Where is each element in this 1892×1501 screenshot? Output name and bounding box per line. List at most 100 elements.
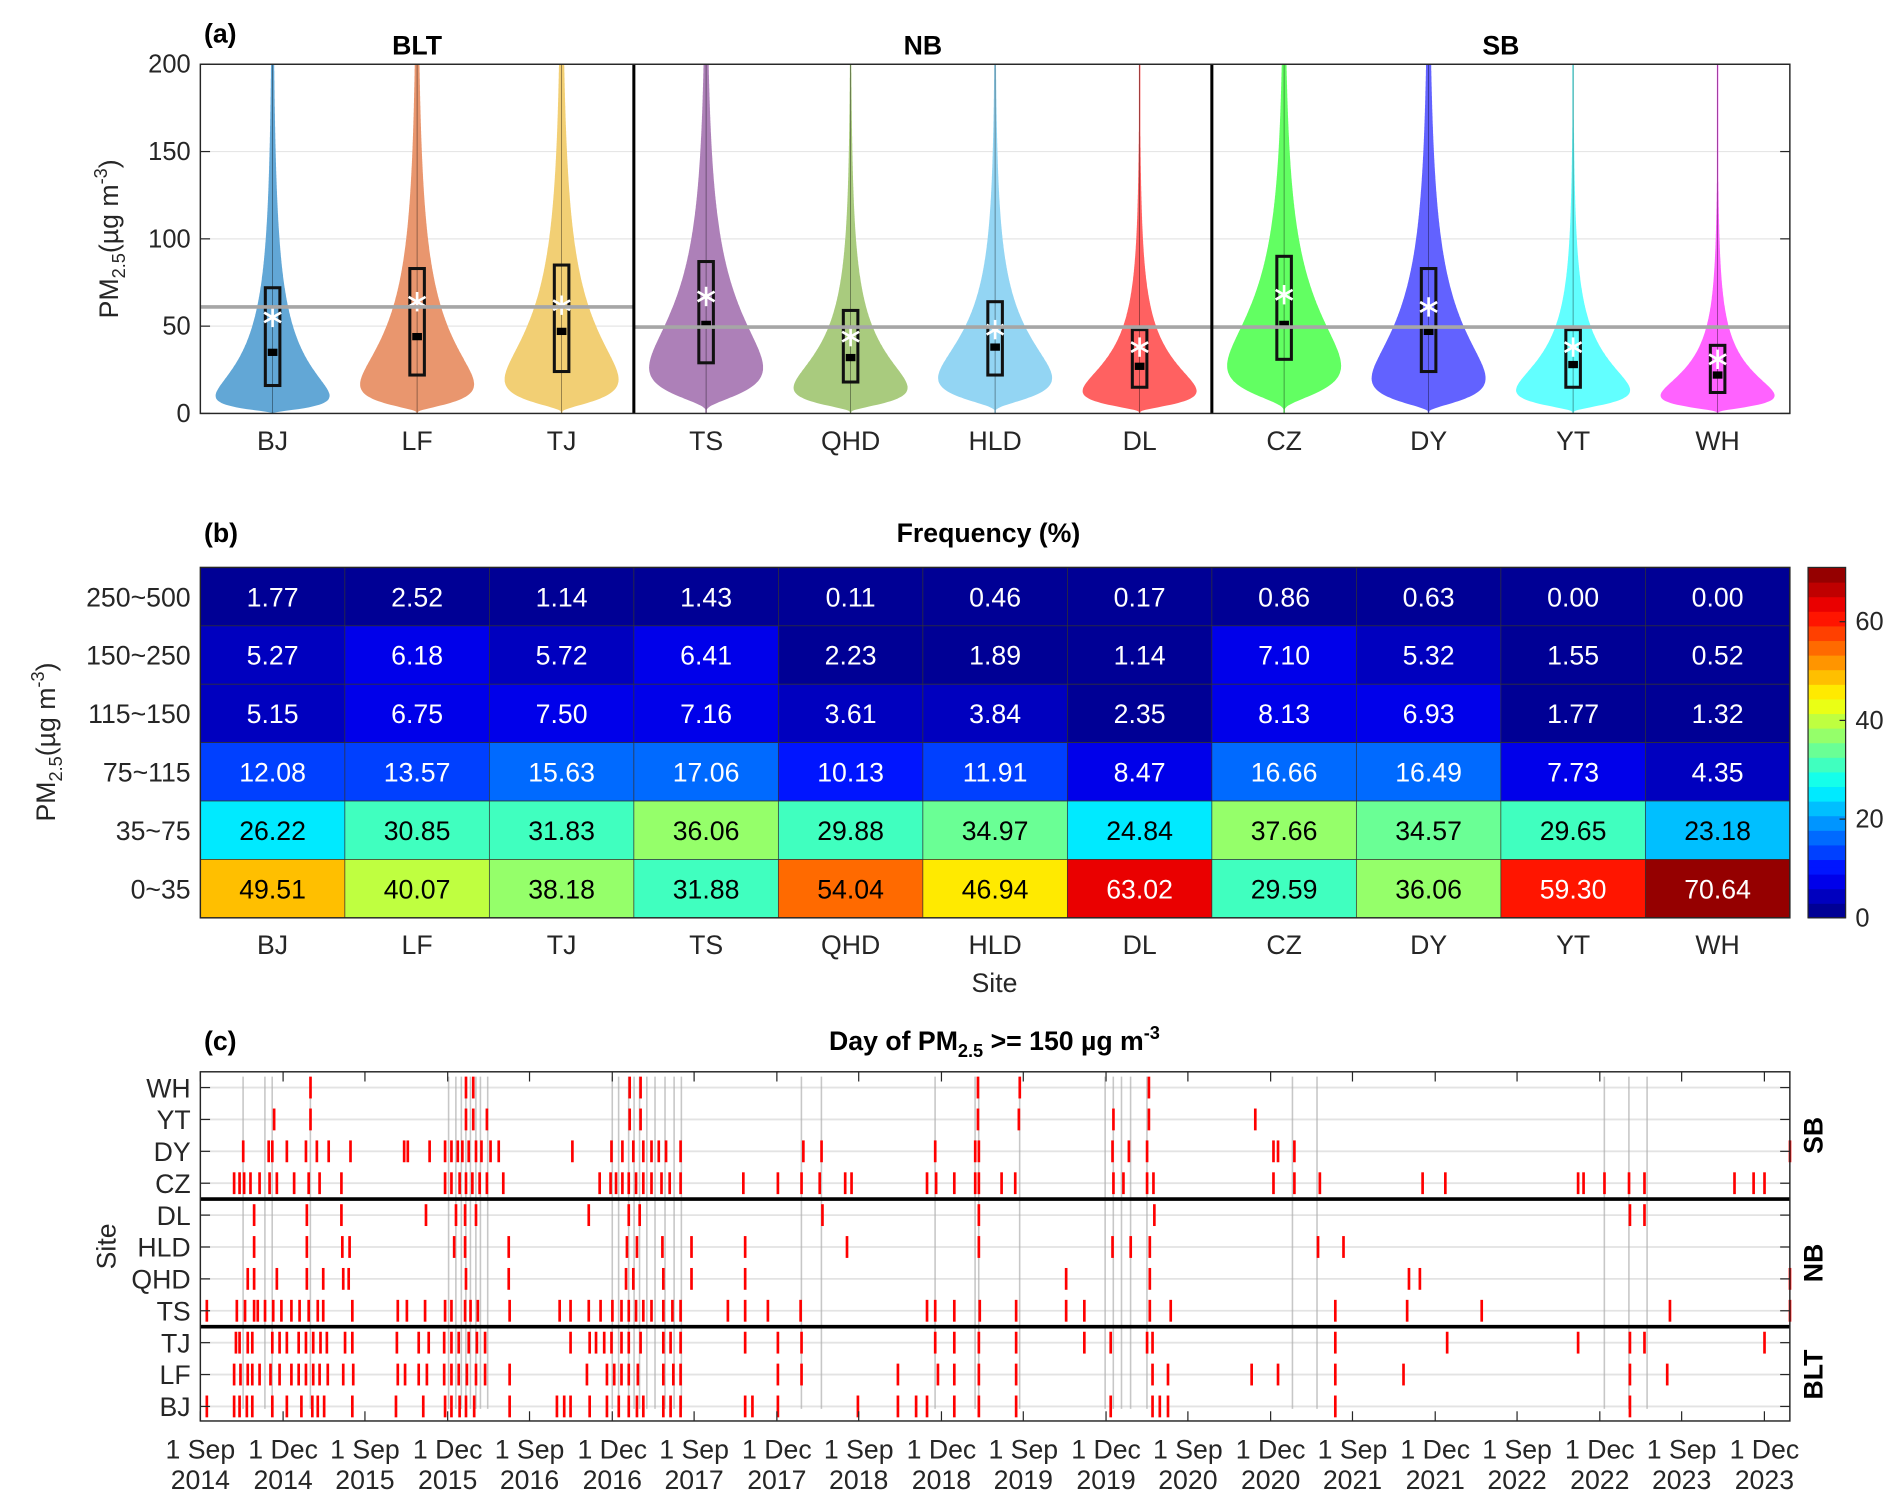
event-mark-tj xyxy=(343,1331,347,1354)
event-mark-tj xyxy=(1333,1331,1337,1354)
colorbar-band xyxy=(1808,815,1846,824)
box-iqr-hld xyxy=(986,300,1004,377)
cell-value-label: 0.52 xyxy=(1692,641,1744,671)
x-tick-label: 1 Sep xyxy=(166,1435,236,1465)
cell-value-label: 46.94 xyxy=(962,874,1029,904)
event-mark-bj xyxy=(238,1395,241,1418)
event-mark-lf xyxy=(250,1363,254,1386)
event-mark-dy xyxy=(461,1140,464,1163)
event-mark-ts xyxy=(1064,1299,1068,1322)
y-tick-label: 50 xyxy=(162,313,190,341)
event-mark-lf xyxy=(605,1363,609,1386)
y-tick-label: 250~500 xyxy=(86,582,191,612)
cell-value-label: 1.77 xyxy=(1547,699,1599,729)
cell-value-label: 16.49 xyxy=(1395,758,1462,788)
event-mark-lf xyxy=(278,1363,281,1386)
event-mark-qhd xyxy=(1064,1267,1068,1290)
asterisk-stroke xyxy=(1130,341,1149,354)
colorbar-band xyxy=(1808,684,1846,693)
heatmap-cell xyxy=(777,800,924,860)
event-mark-hld xyxy=(1148,1236,1152,1258)
event-mark-ts xyxy=(1333,1299,1337,1322)
text-part: (µg m xyxy=(31,688,61,757)
x-tick-label: 1 Sep xyxy=(659,1435,729,1465)
x-tick-label-year: 2020 xyxy=(1241,1465,1300,1495)
event-mark-hld xyxy=(661,1236,664,1258)
event-mark-hld xyxy=(340,1236,344,1258)
event-mark-cz xyxy=(800,1172,803,1195)
event-mark-hld xyxy=(507,1236,511,1258)
event-mark-dy xyxy=(480,1140,483,1163)
event-mark-wh xyxy=(1147,1076,1151,1099)
event-mark-lf xyxy=(311,1363,315,1386)
mean-asterisk-icon xyxy=(1419,297,1438,317)
event-mark-dy xyxy=(933,1140,937,1163)
event-mark-dl xyxy=(1643,1204,1646,1227)
median-marker xyxy=(412,332,422,341)
event-mark-bj xyxy=(679,1395,682,1418)
event-mark-hld xyxy=(977,1236,981,1258)
event-mark-tj xyxy=(669,1331,672,1354)
event-mark-ts xyxy=(396,1299,400,1322)
event-mark-bj xyxy=(776,1395,780,1418)
event-mark-ts xyxy=(933,1299,937,1322)
event-mark-yt xyxy=(485,1108,489,1131)
median-marker xyxy=(845,353,856,362)
x-tick-label: 1 Sep xyxy=(330,1435,400,1465)
colorbar-band xyxy=(1808,749,1846,758)
event-mark-cz xyxy=(1733,1172,1736,1195)
event-mark-cz xyxy=(660,1172,663,1195)
event-mark-tj xyxy=(304,1331,308,1354)
colorbar-band xyxy=(1808,596,1846,605)
event-mark-cz xyxy=(238,1172,241,1195)
x-tick-label: 1 Dec xyxy=(413,1435,483,1465)
event-mark-dl xyxy=(1628,1204,1632,1227)
event-mark-lf xyxy=(417,1363,421,1386)
cell-value-label: 5.32 xyxy=(1403,641,1455,671)
event-mark-ts xyxy=(423,1299,427,1322)
x-tick-label: 1 Sep xyxy=(1153,1435,1223,1465)
heatmap-cell xyxy=(344,567,490,627)
colorbar-band xyxy=(1808,611,1846,620)
event-mark-cz xyxy=(1013,1172,1017,1195)
event-mark-ts xyxy=(1668,1299,1672,1322)
heatmap-cell xyxy=(777,742,924,802)
event-mark-ts xyxy=(443,1299,447,1322)
panel-label: (c) xyxy=(204,1026,237,1056)
event-mark-lf xyxy=(1402,1363,1405,1386)
event-mark-tj xyxy=(467,1331,471,1354)
cell-value-label: 7.10 xyxy=(1258,641,1310,671)
heatmap-cell xyxy=(344,625,490,685)
event-mark-ts xyxy=(508,1299,511,1322)
mean-asterisk-icon xyxy=(841,326,860,347)
cell-value-label: 0.00 xyxy=(1692,582,1744,612)
y-axis-label: Site xyxy=(91,1223,121,1269)
event-mark-cz xyxy=(340,1172,343,1195)
event-mark-dl xyxy=(638,1204,642,1227)
event-mark-qhd xyxy=(305,1267,309,1290)
event-mark-cz xyxy=(1293,1172,1296,1195)
event-mark-tj xyxy=(933,1331,937,1354)
colorbar-band xyxy=(1808,793,1846,802)
event-mark-lf xyxy=(800,1363,803,1386)
event-mark-dy xyxy=(1127,1140,1131,1163)
event-mark-dy xyxy=(571,1140,574,1163)
cell-value-label: 6.41 xyxy=(680,641,732,671)
event-mark-hld xyxy=(635,1236,639,1258)
y-tick-label: 115~150 xyxy=(88,699,191,729)
cell-value-label: 2.52 xyxy=(391,582,443,612)
box-iqr-qhd xyxy=(841,308,860,384)
cell-value-label: 11.91 xyxy=(963,758,1028,788)
axes-frame xyxy=(199,566,1791,919)
box-iqr-cz xyxy=(1275,254,1293,361)
x-tick-label: YT xyxy=(1556,930,1590,960)
heatmap-cell xyxy=(633,683,779,743)
event-mark-bj xyxy=(443,1395,447,1418)
asterisk-stroke xyxy=(1563,341,1583,354)
event-mark-cz xyxy=(598,1172,602,1195)
x-tick-label-year: 2014 xyxy=(253,1465,312,1495)
x-tick-label-year: 2019 xyxy=(994,1465,1053,1495)
asterisk-stroke xyxy=(696,290,716,303)
box-iqr-lf xyxy=(408,267,426,377)
event-mark-qhd xyxy=(347,1267,351,1290)
